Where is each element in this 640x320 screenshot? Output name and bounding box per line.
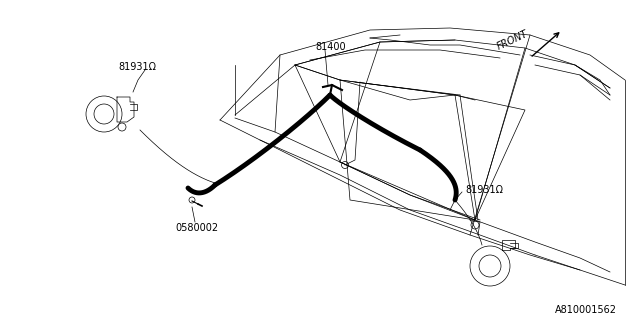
Text: 81400: 81400 bbox=[315, 42, 346, 52]
Circle shape bbox=[342, 162, 349, 169]
Circle shape bbox=[189, 197, 195, 203]
Circle shape bbox=[118, 123, 126, 131]
Circle shape bbox=[479, 255, 501, 277]
Text: 81931Ω: 81931Ω bbox=[465, 185, 503, 195]
Text: 81931Ω: 81931Ω bbox=[118, 62, 156, 72]
Text: 0580002: 0580002 bbox=[175, 223, 218, 233]
Circle shape bbox=[86, 96, 122, 132]
Circle shape bbox=[471, 221, 479, 229]
Text: A810001562: A810001562 bbox=[555, 305, 617, 315]
Text: FRONT: FRONT bbox=[496, 29, 530, 52]
Circle shape bbox=[94, 104, 114, 124]
Circle shape bbox=[470, 246, 510, 286]
